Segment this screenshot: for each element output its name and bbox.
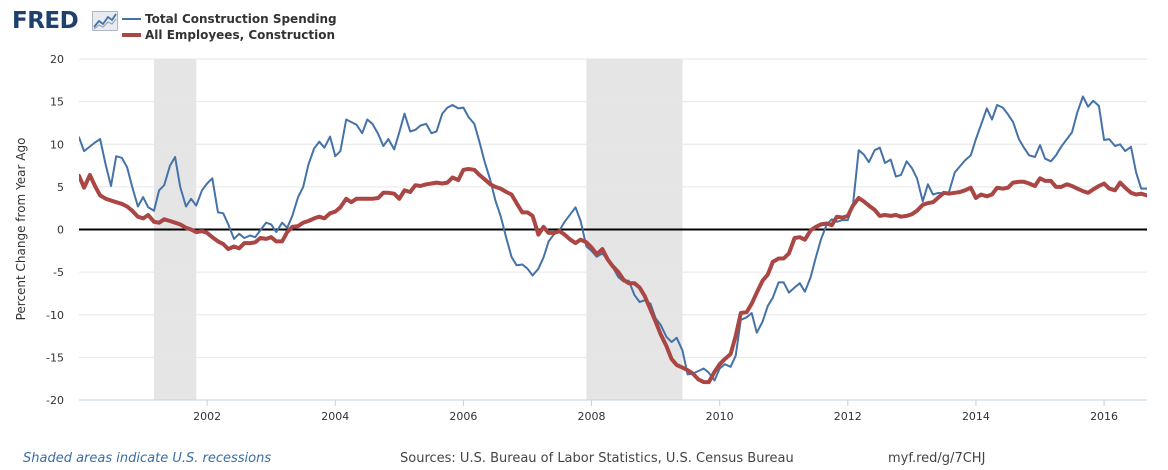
x-tick-label: 2014 — [962, 410, 990, 423]
y-tick-label: -10 — [46, 309, 64, 322]
x-tick-label: 2004 — [321, 410, 349, 423]
y-tick-label: 5 — [57, 181, 64, 194]
y-tick-label: 10 — [50, 138, 64, 151]
x-tick-label: 2010 — [706, 410, 734, 423]
y-tick-label: -5 — [53, 266, 64, 279]
x-tick-label: 2006 — [449, 410, 477, 423]
x-tick-label: 2002 — [193, 410, 221, 423]
x-tick-label: 2008 — [578, 410, 606, 423]
fred-chart-icon — [92, 11, 118, 31]
y-tick-label: -15 — [46, 351, 64, 364]
legend-swatch-red — [122, 32, 141, 37]
y-tick-label: 20 — [50, 53, 64, 66]
series-layer — [79, 95, 1168, 385]
y-axis-title: Percent Change from Year Ago — [14, 138, 28, 321]
fred-logo[interactable]: FRED — [12, 8, 118, 34]
x-tick-label: 2016 — [1090, 410, 1118, 423]
sources-text: Sources: U.S. Bureau of Labor Statistics… — [400, 451, 794, 466]
x-axis-ticks: 2002 2004 2006 2008 2010 2012 2014 2016 — [79, 399, 1147, 423]
legend-item-construction-employees[interactable]: All Employees, Construction — [122, 28, 335, 42]
line-chart[interactable]: 20 15 10 5 0 -5 -10 -15 -20 2002 2004 2006 2008 2010… — [0, 0, 1168, 445]
legend-item-construction-spending[interactable]: Total Construction Spending — [122, 12, 337, 26]
legend-label: Total Construction Spending — [145, 12, 337, 26]
legend-swatch-blue — [122, 17, 141, 20]
y-tick-label: 0 — [57, 224, 64, 237]
legend-label: All Employees, Construction — [145, 28, 336, 42]
y-tick-label: 15 — [50, 96, 64, 109]
y-tick-label: -20 — [46, 394, 64, 407]
series-line-construction-employees[interactable] — [79, 167, 1152, 385]
fred-logo-text: FRED — [12, 8, 79, 34]
series-line-construction-spending[interactable] — [79, 95, 1168, 382]
x-tick-label: 2012 — [834, 410, 862, 423]
recession-note: Shaded areas indicate U.S. recessions — [23, 451, 272, 466]
y-axis-ticks: 20 15 10 5 0 -5 -10 -15 -20 — [46, 53, 64, 407]
short-link[interactable]: myf.red/g/7CHJ — [888, 451, 986, 466]
